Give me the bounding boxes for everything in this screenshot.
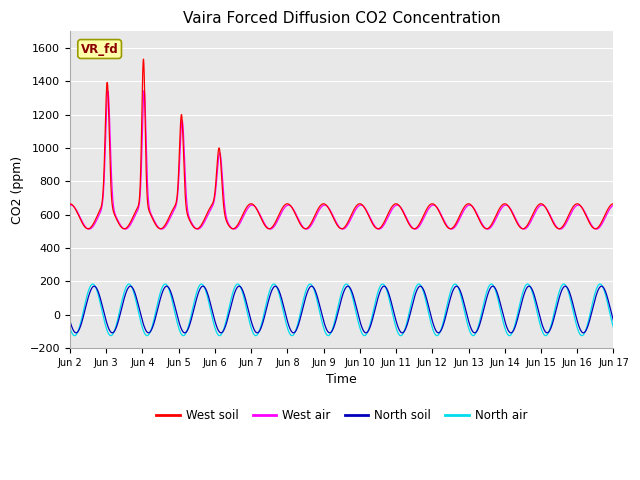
X-axis label: Time: Time	[326, 373, 357, 386]
Text: VR_fd: VR_fd	[81, 43, 118, 56]
Y-axis label: CO2 (ppm): CO2 (ppm)	[11, 156, 24, 224]
Legend: West soil, West air, North soil, North air: West soil, West air, North soil, North a…	[152, 404, 532, 427]
Title: Vaira Forced Diffusion CO2 Concentration: Vaira Forced Diffusion CO2 Concentration	[183, 11, 500, 26]
